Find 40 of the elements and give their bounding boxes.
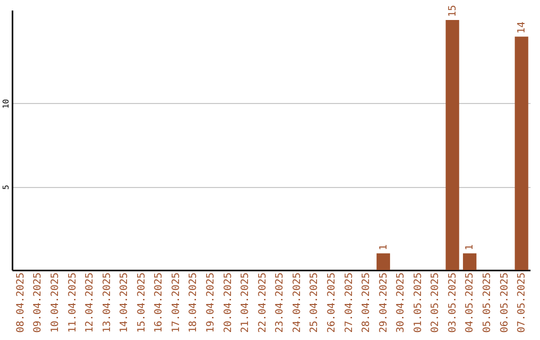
x-tick-label: 09.04.2025 — [32, 272, 44, 333]
x-tick-label: 20.04.2025 — [222, 272, 234, 333]
x-tick-label: 28.04.2025 — [361, 272, 372, 333]
x-tick-label: 26.04.2025 — [326, 272, 338, 333]
bar — [446, 20, 460, 270]
x-tick-label: 11.04.2025 — [67, 272, 78, 333]
data-label: 1 — [378, 244, 390, 250]
x-tick-label: 02.05.2025 — [430, 272, 442, 333]
x-tick-label: 24.04.2025 — [292, 272, 303, 333]
x-tick-label: 30.04.2025 — [396, 272, 407, 333]
x-tick-label: 16.04.2025 — [154, 272, 165, 333]
bar — [462, 253, 476, 270]
x-tick-label: 08.04.2025 — [15, 272, 26, 333]
x-tick-label: 19.04.2025 — [206, 272, 217, 333]
x-tick-label: 14.04.2025 — [119, 272, 130, 333]
data-label: 1 — [464, 244, 476, 250]
x-tick-label: 04.05.2025 — [464, 272, 476, 333]
x-tick-label: 21.04.2025 — [240, 272, 252, 333]
y-tick-label: 5 — [2, 184, 10, 190]
x-tick-label: 17.04.2025 — [170, 272, 182, 333]
x-tick-label: 01.05.2025 — [412, 272, 424, 333]
x-tick-label: 07.05.2025 — [516, 272, 528, 333]
x-tick-label: 22.04.2025 — [257, 272, 268, 333]
data-label: 15 — [447, 4, 458, 17]
x-tick-label: 18.04.2025 — [188, 272, 200, 333]
x-tick-label: 03.05.2025 — [447, 272, 458, 333]
x-tick-label: 10.04.2025 — [50, 272, 62, 333]
x-tick-label: 25.04.2025 — [309, 272, 320, 333]
x-tick-label: 12.04.2025 — [84, 272, 96, 333]
bar — [514, 36, 528, 270]
x-tick-label: 13.04.2025 — [102, 272, 113, 333]
y-tick-label: 10 — [2, 98, 10, 109]
x-tick-label: 27.04.2025 — [344, 272, 355, 333]
x-tick-label: 29.04.2025 — [378, 272, 390, 333]
x-tick-label: 23.04.2025 — [274, 272, 286, 333]
x-tick-label: 05.05.2025 — [482, 272, 493, 333]
x-tick-label: 06.05.2025 — [499, 272, 510, 333]
bar — [376, 253, 390, 270]
x-tick-label: 15.04.2025 — [136, 272, 148, 333]
data-label: 14 — [516, 22, 528, 34]
